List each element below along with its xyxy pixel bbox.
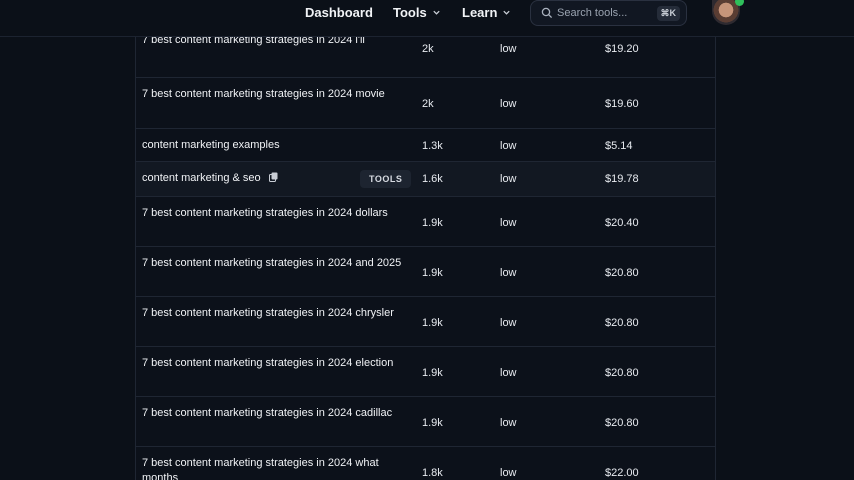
- competition-cell: low: [500, 173, 517, 185]
- volume-cell: 1.9k: [422, 417, 443, 429]
- keyword-table: 7 best content marketing strategies in 2…: [135, 34, 716, 480]
- cpc-cell: $5.14: [605, 140, 633, 152]
- nav-learn-label: Learn: [462, 4, 498, 20]
- cpc-cell: $20.40: [605, 217, 639, 229]
- cpc-cell: $20.80: [605, 267, 639, 279]
- cpc-cell: $22.00: [605, 467, 639, 479]
- chevron-down-icon: [433, 10, 440, 15]
- table-row[interactable]: 7 best content marketing strategies in 2…: [136, 29, 715, 78]
- table-row[interactable]: 7 best content marketing strategies in 2…: [136, 397, 715, 447]
- keyword-text: 7 best content marketing strategies in 2…: [142, 88, 385, 100]
- keyword-cell: 7 best content marketing strategies in 2…: [142, 33, 412, 48]
- competition-cell: low: [500, 43, 517, 55]
- search-tools-input[interactable]: Search tools... ⌘K: [530, 0, 687, 26]
- search-icon: [541, 7, 553, 19]
- volume-cell: 1.9k: [422, 267, 443, 279]
- volume-cell: 2k: [422, 43, 434, 55]
- keyword-cell: 7 best content marketing strategies in 2…: [142, 206, 412, 221]
- keyword-text: 7 best content marketing strategies in 2…: [142, 407, 393, 419]
- table-row[interactable]: content marketing & seo TOOLS 1.6k low $19.7…: [136, 162, 715, 197]
- nav-dashboard-label: Dashboard: [305, 4, 373, 20]
- volume-cell: 2k: [422, 98, 434, 110]
- cpc-cell: $20.80: [605, 317, 639, 329]
- table-row[interactable]: content marketing examples 1.3k low $5.14: [136, 129, 715, 162]
- cpc-cell: $19.20: [605, 43, 639, 55]
- table-row[interactable]: 7 best content marketing strategies in 2…: [136, 347, 715, 397]
- table-row[interactable]: 7 best content marketing strategies in 2…: [136, 247, 715, 297]
- competition-cell: low: [500, 367, 517, 379]
- nav-dashboard-link[interactable]: Dashboard: [305, 4, 373, 20]
- competition-cell: low: [500, 267, 517, 279]
- nav-tools-label: Tools: [393, 4, 427, 20]
- copy-icon[interactable]: [268, 172, 278, 182]
- cpc-cell: $19.60: [605, 98, 639, 110]
- volume-cell: 1.8k: [422, 467, 443, 479]
- keyword-text: 7 best content marketing strategies in 2…: [142, 257, 402, 269]
- search-shortcut-badge: ⌘K: [656, 5, 680, 21]
- competition-cell: low: [500, 417, 517, 429]
- nav-tools-menu[interactable]: Tools: [393, 4, 441, 20]
- keyword-cell: content marketing & seo: [142, 171, 412, 186]
- competition-cell: low: [500, 467, 517, 479]
- volume-cell: 1.6k: [422, 173, 443, 185]
- competition-cell: low: [500, 317, 517, 329]
- keyword-cell: 7 best content marketing strategies in 2…: [142, 256, 412, 271]
- keyword-text: 7 best content marketing strategies in 2…: [142, 307, 394, 319]
- cpc-cell: $20.80: [605, 367, 639, 379]
- keyword-cell: 7 best content marketing strategies in 2…: [142, 406, 412, 421]
- nav-learn-menu[interactable]: Learn: [462, 4, 511, 20]
- keyword-cell: 7 best content marketing strategies in 2…: [142, 356, 412, 371]
- competition-cell: low: [500, 217, 517, 229]
- keyword-text: 7 best content marketing strategies in 2…: [142, 207, 388, 219]
- volume-cell: 1.3k: [422, 140, 443, 152]
- cpc-cell: $20.80: [605, 417, 639, 429]
- table-row[interactable]: 7 best content marketing strategies in 2…: [136, 197, 715, 247]
- keyword-cell: 7 best content marketing strategies in 2…: [142, 306, 412, 321]
- competition-cell: low: [500, 98, 517, 110]
- online-status-badge: [735, 0, 744, 6]
- tools-tag-button[interactable]: TOOLS: [360, 170, 412, 188]
- volume-cell: 1.9k: [422, 317, 443, 329]
- volume-cell: 1.9k: [422, 217, 443, 229]
- competition-cell: low: [500, 140, 517, 152]
- keyword-text: 7 best content marketing strategies in 2…: [142, 357, 394, 369]
- keyword-text: content marketing examples: [142, 139, 280, 151]
- user-avatar[interactable]: [712, 0, 744, 25]
- top-navigation: Dashboard Tools Learn Search tools... ⌘K: [0, 0, 854, 37]
- keyword-cell: content marketing examples: [142, 138, 412, 153]
- cpc-cell: $19.78: [605, 173, 639, 185]
- keyword-text: 7 best content marketing strategies in 2…: [142, 457, 379, 480]
- table-row[interactable]: 7 best content marketing strategies in 2…: [136, 297, 715, 347]
- search-placeholder: Search tools...: [557, 7, 628, 19]
- chevron-down-icon: [503, 10, 511, 15]
- keyword-text: content marketing & seo: [142, 172, 261, 184]
- keyword-text: 7 best content marketing strategies in 2…: [142, 34, 365, 46]
- keyword-cell: 7 best content marketing strategies in 2…: [142, 456, 412, 480]
- keyword-cell: 7 best content marketing strategies in 2…: [142, 87, 412, 102]
- table-row[interactable]: 7 best content marketing strategies in 2…: [136, 447, 715, 480]
- table-row[interactable]: 7 best content marketing strategies in 2…: [136, 78, 715, 129]
- volume-cell: 1.9k: [422, 367, 443, 379]
